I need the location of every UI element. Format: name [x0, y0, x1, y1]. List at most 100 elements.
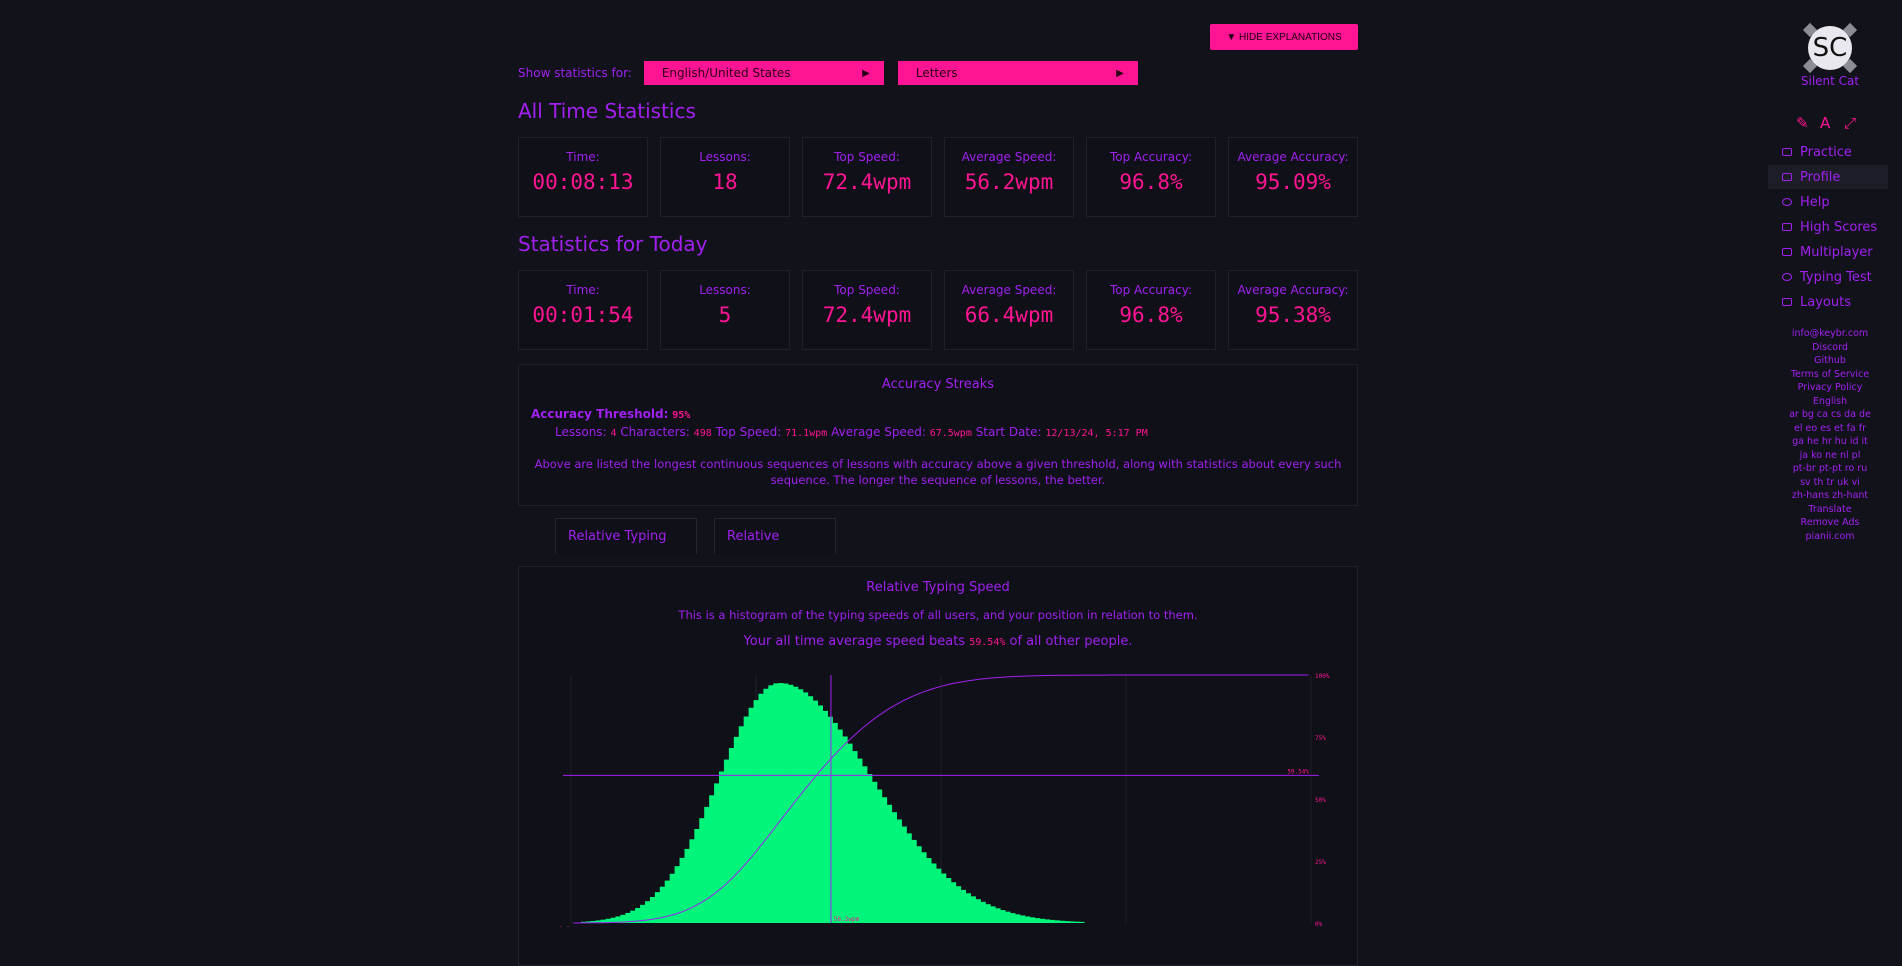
- histogram-bar: [630, 910, 636, 923]
- language-codes[interactable]: pt-br pt-pt ro ru: [1792, 463, 1868, 474]
- histogram-bar: [649, 896, 656, 923]
- streaks-explanation: Above are listed the longest continuous …: [534, 457, 1342, 487]
- histogram-bar: [832, 722, 838, 923]
- y-tick-label: 100%: [1315, 673, 1330, 680]
- stat-top-speed: Top Speed: 72.4wpm: [802, 270, 932, 350]
- stat-value: 5: [718, 303, 732, 327]
- beats-value: 59.54%: [969, 637, 1006, 648]
- avatar[interactable]: SC: [1808, 26, 1852, 70]
- histogram-bar: [674, 866, 680, 923]
- histogram-bar: [714, 783, 720, 923]
- stat-label: Lessons:: [699, 283, 751, 297]
- language-codes[interactable]: el eo es et fa fr: [1793, 422, 1867, 434]
- histogram-bar: [847, 743, 853, 923]
- histogram-bar: [689, 839, 695, 923]
- stat-value: 56.2wpm: [964, 170, 1054, 194]
- streak-start-label: Start Date:: [975, 425, 1042, 439]
- car-icon: [1782, 248, 1792, 256]
- trophy-icon: [1782, 223, 1792, 231]
- keyboard-icon: [1782, 148, 1792, 156]
- stat-label: Average Accuracy:: [1237, 283, 1349, 297]
- mode-select[interactable]: Letters ▶: [897, 61, 1138, 85]
- relative-speed-description: This is a histogram of the typing speeds…: [678, 608, 1198, 622]
- link-language[interactable]: English: [1812, 395, 1848, 407]
- histogram-bar: [783, 683, 789, 923]
- link-email[interactable]: info@keybr.com: [1791, 328, 1869, 339]
- today-title: Statistics for Today: [518, 232, 708, 256]
- histogram-bar: [1054, 920, 1060, 923]
- nav-help[interactable]: Help: [1768, 190, 1888, 214]
- histogram-bar: [950, 882, 957, 923]
- link-discord[interactable]: Discord: [1812, 341, 1848, 353]
- zen-mode-icon[interactable]: ✎: [1796, 114, 1809, 132]
- stat-lessons: Lessons: 5: [660, 270, 790, 350]
- stat-average-speed: Average Speed: 56.2wpm: [944, 137, 1074, 217]
- histogram-bar: [605, 918, 611, 923]
- link-privacy[interactable]: Privacy Policy: [1797, 382, 1863, 393]
- tab-relative-typing-speed[interactable]: Relative Typing Speed: [555, 518, 697, 580]
- histogram-bar: [773, 683, 779, 923]
- histogram-bar: [871, 781, 878, 923]
- stat-average-accuracy: Average Accuracy: 95.09%: [1228, 137, 1358, 217]
- nav-label: High Scores: [1800, 219, 1878, 235]
- histogram-bar: [585, 921, 592, 923]
- histogram-bar: [615, 916, 621, 923]
- accuracy-streaks-panel: Accuracy Streaks Accuracy Threshold: 95%…: [518, 364, 1358, 506]
- stat-value: 72.4wpm: [822, 170, 912, 194]
- nav-practice[interactable]: Practice: [1768, 140, 1888, 164]
- beats-suffix: of all other people.: [1009, 634, 1133, 649]
- histogram-bar: [970, 896, 976, 923]
- histogram-bar: [975, 899, 981, 923]
- language-codes[interactable]: zh-hans zh-hant: [1791, 490, 1869, 501]
- stat-label: Lessons:: [699, 150, 751, 164]
- histogram-bar: [842, 736, 848, 923]
- histogram-bar: [728, 748, 735, 923]
- histogram-bar: [664, 880, 671, 923]
- language-codes[interactable]: ja ko ne nl pl: [1799, 449, 1861, 461]
- histogram-bar: [955, 886, 962, 923]
- nav-layouts[interactable]: Layouts: [1768, 290, 1888, 314]
- all-time-stats: Time: 00:08:13 Lessons: 18 Top Speed: 72.4w…: [518, 137, 1358, 217]
- histogram-bar: [1069, 921, 1075, 923]
- nav-typing-test[interactable]: Typing Test: [1768, 265, 1888, 289]
- histogram-bar: [931, 863, 937, 923]
- font-size-icon[interactable]: A: [1820, 114, 1831, 132]
- hide-explanations-button[interactable]: ▼ HIDE EXPLANATIONS: [1210, 24, 1358, 50]
- language-codes[interactable]: ga he hr hu id it: [1792, 436, 1868, 447]
- tab-relative-accuracy[interactable]: Relative Accuracy: [714, 518, 836, 580]
- layout-select[interactable]: English/United States ▶: [643, 61, 884, 85]
- link-pianii[interactable]: pianii.com: [1805, 530, 1855, 542]
- threshold-value: 95%: [672, 410, 691, 421]
- stat-lessons: Lessons: 18: [660, 137, 790, 217]
- histogram-bar: [1049, 919, 1055, 923]
- language-codes[interactable]: sv th tr uk vi: [1800, 476, 1860, 488]
- streak-characters-value: 498: [693, 428, 712, 439]
- y-tick-label: 0%: [1315, 921, 1323, 927]
- histogram-bar: [822, 710, 828, 923]
- histogram-bar: [896, 819, 902, 923]
- speed-histogram-chart: 100% 75% 50% 25% 0% 59.54% 56.2wpm 0.0wpm: [559, 673, 1330, 927]
- nav-high-scores[interactable]: High Scores: [1768, 215, 1888, 239]
- nav-label: Practice: [1800, 144, 1852, 160]
- histogram-bar: [985, 904, 991, 923]
- histogram-bar: [1029, 917, 1036, 923]
- stat-value: 00:01:54: [532, 303, 634, 327]
- streak-start-value: 12/13/24, 5:17 PM: [1045, 428, 1148, 439]
- stat-time: Time: 00:01:54: [518, 270, 648, 350]
- histogram-bar: [980, 901, 986, 923]
- language-codes[interactable]: ar bg ca cs da de: [1789, 409, 1871, 420]
- streak-top-speed-value: 71.1wpm: [785, 428, 828, 439]
- footer-links: info@keybr.com Discord Github Terms of S…: [1768, 327, 1892, 543]
- nav-profile[interactable]: Profile: [1768, 165, 1888, 189]
- username[interactable]: Silent Cat: [1800, 74, 1860, 88]
- streak-characters-label: Characters:: [620, 425, 690, 439]
- fullscreen-icon[interactable]: ⤢: [1844, 114, 1857, 132]
- link-translate[interactable]: Translate: [1808, 503, 1852, 515]
- histogram-bar: [906, 833, 912, 923]
- histogram-bar: [748, 707, 754, 923]
- nav-multiplayer[interactable]: Multiplayer: [1768, 240, 1888, 264]
- link-remove-ads[interactable]: Remove Ads: [1800, 517, 1860, 528]
- link-terms[interactable]: Terms of Service: [1790, 368, 1870, 380]
- histogram-bar: [738, 726, 745, 923]
- link-github[interactable]: Github: [1814, 355, 1846, 366]
